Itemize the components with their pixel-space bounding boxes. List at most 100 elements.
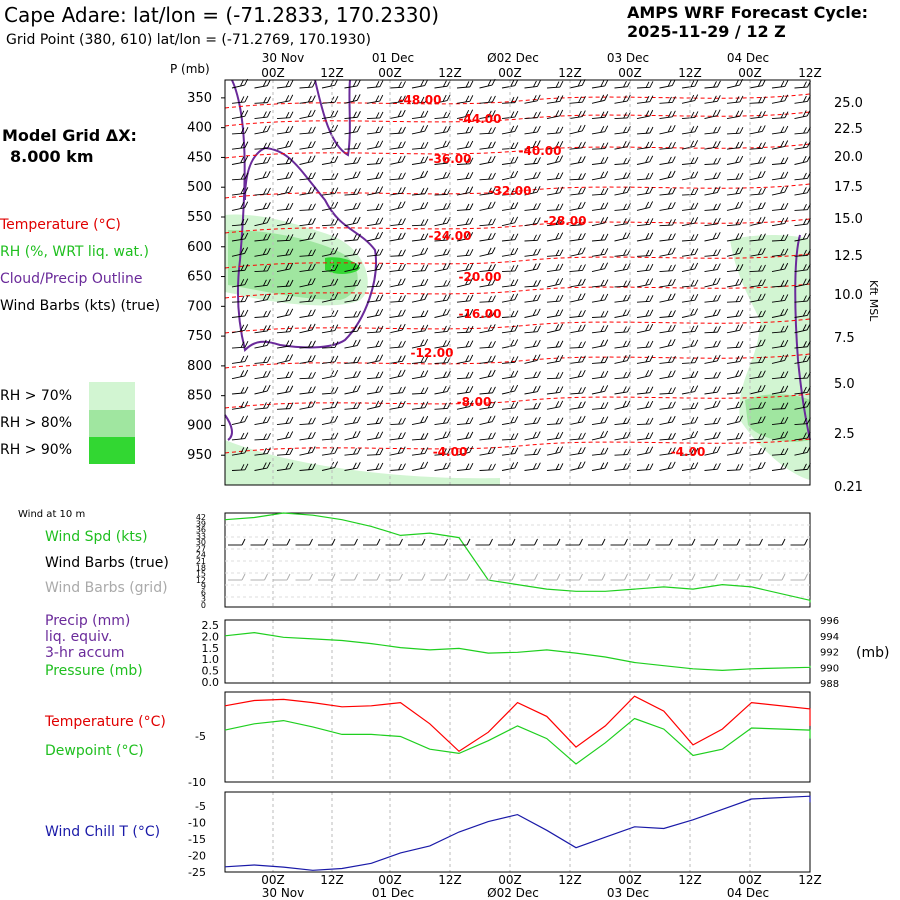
wind-barb <box>389 223 403 227</box>
wind-barb-flag <box>532 186 537 193</box>
wind-barb-flag <box>330 279 335 286</box>
wind-barb-flag <box>379 217 384 224</box>
wind-barb-flag <box>577 202 582 209</box>
wind-barb <box>276 468 290 471</box>
wind-barb-flag <box>649 126 654 134</box>
wind-barb-flag <box>761 370 766 377</box>
wind-barb-10m-flag <box>534 538 538 546</box>
wind-barb-flag <box>555 355 560 362</box>
bottom-hour-label: 12Z <box>558 873 582 887</box>
wind-barb <box>366 237 380 242</box>
wind-barb-flag <box>645 141 650 149</box>
wind-barb-flag <box>492 172 496 180</box>
wind-barb <box>771 268 785 273</box>
top-date-label: 30 Nov <box>262 51 305 65</box>
wind-barb-flag <box>375 203 380 210</box>
wind-barb-flag <box>375 126 380 134</box>
pressure-tick-label: 750 <box>187 329 212 344</box>
wind-barb <box>524 345 538 349</box>
wind-barb-flag <box>739 432 744 439</box>
wind-barb <box>389 375 403 380</box>
wind-barb-flag <box>667 416 672 423</box>
wind-barb <box>546 254 560 257</box>
wind-barb-flag <box>623 294 627 302</box>
wind-barb-flag <box>604 171 609 178</box>
wind-barb-flag <box>289 385 294 392</box>
bottom-hour-label: 12Z <box>438 873 462 887</box>
wind-barb <box>704 331 718 334</box>
wind-barb-flag <box>420 233 425 241</box>
wind-barb <box>524 436 538 441</box>
wind-barb-flag <box>465 81 470 88</box>
wind-barb-flag <box>582 187 586 194</box>
wind-barb-flag <box>803 249 807 257</box>
wind-barb-flag <box>244 278 249 285</box>
wind-barb <box>411 147 425 150</box>
wind-barb <box>771 100 785 104</box>
wind-barb-flag <box>443 280 447 287</box>
wind-barb <box>479 252 493 257</box>
wind-barb <box>794 315 808 318</box>
wind-barb-flag <box>802 355 807 362</box>
wind-barb-flag <box>577 447 582 454</box>
wind-barb <box>681 268 695 273</box>
wind-barb <box>456 468 470 471</box>
wind-barb-flag <box>671 278 676 286</box>
wind-barb <box>771 208 785 211</box>
wind-barb-flag <box>559 400 564 408</box>
wind-barb-flag <box>240 110 245 118</box>
wind-barb-flag <box>604 94 609 101</box>
wind-barb <box>366 254 380 257</box>
wind-barb-flag <box>758 310 762 318</box>
wind-barb-flag <box>285 249 290 256</box>
wind-barb <box>614 360 628 364</box>
wind-barb-flag <box>604 339 609 346</box>
wind-barb <box>771 254 785 257</box>
wind-barb-flag <box>649 172 654 179</box>
wind-barb-flag <box>690 263 695 270</box>
wind-barb <box>456 132 470 135</box>
wind-barb-flag <box>510 294 515 301</box>
wind-tick-label: 36 <box>196 526 206 535</box>
wind-barb-flag <box>717 126 721 133</box>
rh70-swatch <box>89 382 135 410</box>
wind-barb <box>276 453 290 456</box>
wind-barb-flag <box>514 433 519 440</box>
wind-barb-grid-flag <box>804 573 808 581</box>
wind-barb-flag <box>262 171 267 178</box>
wind-barb-flag <box>285 186 290 193</box>
wind-barb <box>771 222 785 227</box>
wind-barb <box>681 131 695 135</box>
wind-barb-flag <box>600 462 605 469</box>
wind-barb-flag <box>690 402 695 410</box>
wind-barb-flag <box>694 125 699 133</box>
wind-barb-flag <box>510 248 515 255</box>
wind-barb-flag <box>761 324 766 332</box>
wind-barb <box>659 299 673 303</box>
wind-barb <box>276 376 290 380</box>
wind-barb <box>681 117 695 120</box>
wind-barb-flag <box>803 81 807 88</box>
wind-barb <box>344 162 358 165</box>
wind-barb-flag <box>334 172 339 180</box>
wind-barb <box>794 177 808 181</box>
wind-barb <box>794 192 808 196</box>
wind-barb-flag <box>600 217 605 224</box>
wind-barb-flag <box>514 447 519 454</box>
wind-barb <box>366 100 380 104</box>
wind-barb-flag <box>555 110 560 117</box>
wind-barb <box>344 176 358 181</box>
wind-barb <box>681 193 696 196</box>
wind-barb-flag <box>690 357 695 364</box>
wind-barb <box>524 162 538 165</box>
wind-barb-flag <box>604 325 609 332</box>
wind-barb-flag <box>578 433 582 440</box>
wind-barb-flag <box>694 233 699 241</box>
wind-barb-flag <box>402 172 406 179</box>
wind-barb-flag <box>469 462 474 470</box>
rh70-label: RH > 70% <box>0 388 73 404</box>
wind-barb-flag <box>671 415 676 423</box>
wind-barb <box>524 268 538 273</box>
wind-barb-grid-flag <box>714 573 718 581</box>
wind-barb-flag <box>537 111 541 118</box>
